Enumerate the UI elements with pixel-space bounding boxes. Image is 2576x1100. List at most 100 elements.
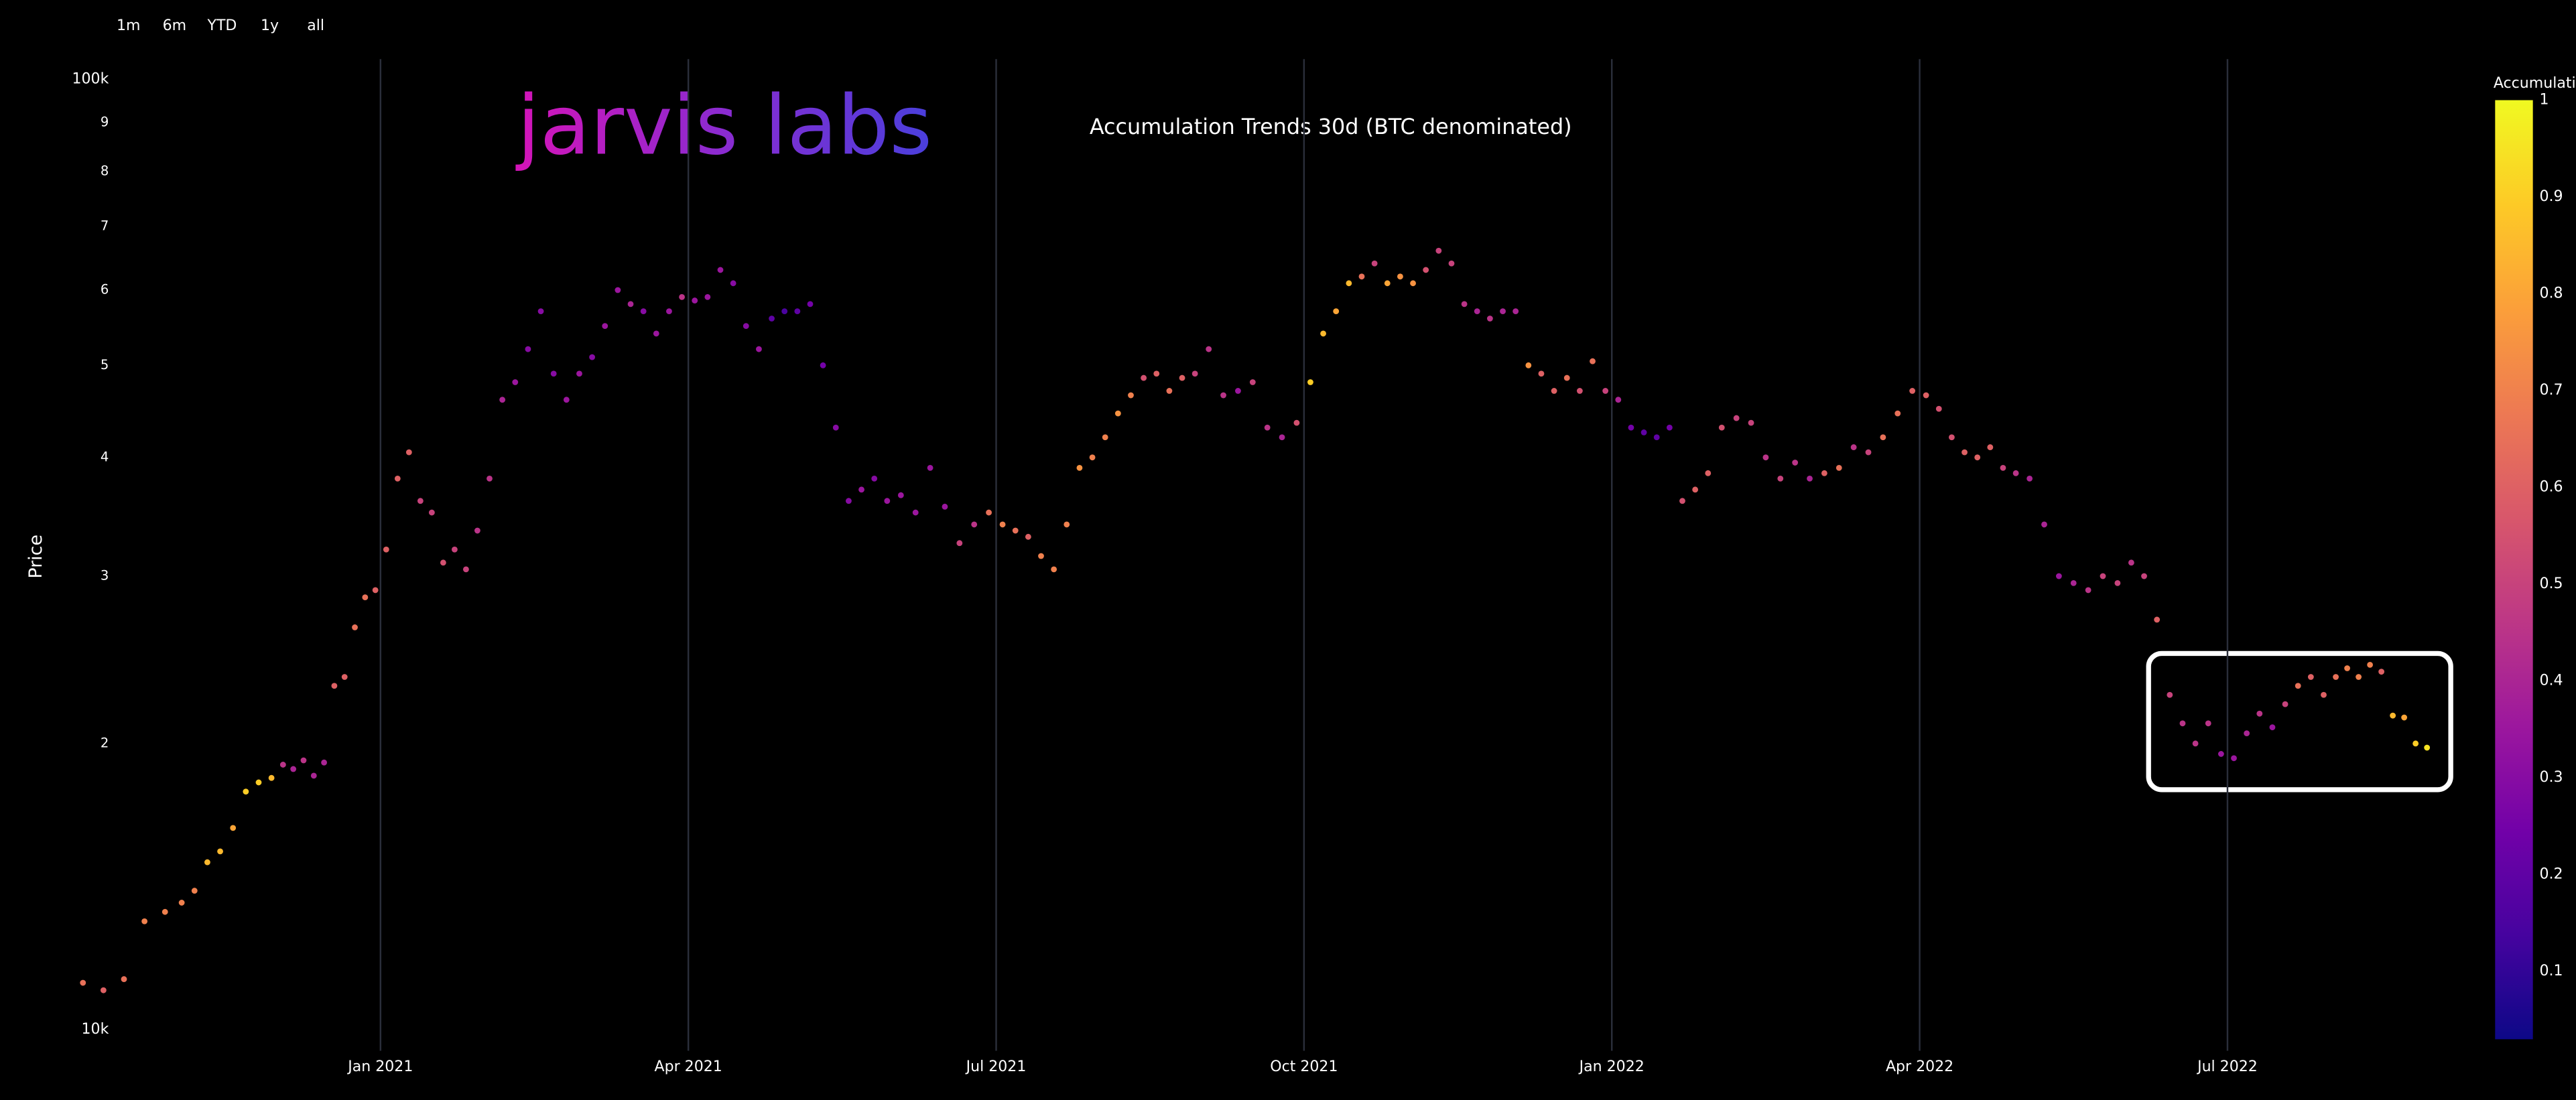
range-button[interactable]: 6m: [163, 17, 187, 34]
data-point: [2356, 674, 2362, 680]
range-button[interactable]: 1m: [117, 17, 141, 34]
data-point: [2424, 744, 2431, 751]
data-point: [666, 308, 672, 315]
data-point: [807, 301, 814, 307]
data-point: [602, 323, 608, 330]
data-point: [615, 287, 621, 293]
data-point: [2205, 720, 2211, 727]
data-point: [268, 774, 275, 781]
data-point: [1551, 388, 1557, 394]
data-point: [1448, 260, 1455, 267]
data-point: [1486, 316, 1493, 322]
data-point: [1025, 533, 1031, 540]
data-point: [1461, 301, 1468, 307]
data-point: [956, 540, 963, 547]
data-point: [1640, 429, 1647, 435]
data-point: [2282, 701, 2289, 707]
y-tick-label: 100k: [72, 70, 109, 87]
y-tick-label: 5: [101, 357, 109, 372]
data-point: [405, 449, 412, 456]
data-point: [2012, 470, 2019, 476]
data-point: [1279, 434, 1285, 441]
data-point: [1128, 392, 1134, 399]
data-point: [1987, 444, 1994, 450]
data-point: [217, 848, 223, 855]
data-point: [942, 503, 948, 510]
data-point: [451, 546, 458, 553]
range-button[interactable]: 1y: [261, 17, 279, 34]
chart-title: Accumulation Trends 30d (BTC denominated…: [1090, 114, 1572, 139]
data-point: [121, 976, 127, 982]
y-tick-label: 6: [101, 281, 109, 297]
data-point: [1435, 247, 1442, 254]
data-point: [362, 594, 369, 601]
data-point: [1089, 454, 1096, 461]
colorbar-tick-label: 0.1: [2539, 963, 2563, 979]
data-point: [1371, 260, 1378, 267]
data-point: [1705, 470, 1712, 476]
data-point: [730, 280, 736, 287]
data-point: [986, 509, 992, 516]
data-point: [1880, 434, 1886, 441]
data-point: [999, 521, 1006, 528]
data-point: [1961, 449, 1968, 456]
data-point: [100, 987, 107, 993]
data-point: [927, 464, 933, 471]
data-point: [2333, 674, 2339, 680]
data-point: [1615, 397, 1622, 403]
data-point: [1474, 308, 1480, 315]
data-point: [1762, 454, 1769, 461]
data-point: [537, 308, 544, 315]
data-point: [653, 330, 659, 337]
data-point: [80, 979, 86, 986]
data-point: [1865, 449, 1872, 456]
range-button[interactable]: YTD: [207, 17, 237, 34]
range-button[interactable]: all: [307, 17, 324, 34]
data-point: [1220, 392, 1226, 399]
data-point: [290, 766, 297, 772]
data-point: [912, 509, 919, 516]
data-point: [1153, 370, 1160, 377]
data-point: [2154, 616, 2161, 623]
data-point: [756, 346, 762, 352]
data-point: [383, 546, 389, 553]
data-point: [1679, 498, 1685, 504]
data-point: [1410, 280, 1416, 287]
data-point: [462, 566, 469, 573]
data-point: [1538, 370, 1545, 377]
y-tick-label: 2: [101, 735, 109, 750]
logo: jarvis labs: [515, 78, 933, 174]
y-tick-label: 7: [101, 218, 109, 234]
data-point: [352, 624, 358, 630]
data-point: [2179, 720, 2186, 727]
data-point: [1141, 374, 1147, 381]
data-point: [230, 825, 237, 831]
data-point: [2192, 740, 2199, 747]
data-point: [1935, 405, 1942, 412]
data-point: [1894, 410, 1901, 417]
data-point: [1114, 410, 1121, 417]
data-point: [2244, 730, 2250, 737]
data-point: [279, 762, 286, 768]
data-point: [627, 301, 634, 307]
data-point: [331, 683, 338, 689]
colorbar: [2495, 100, 2533, 1040]
data-point: [1384, 280, 1391, 287]
data-point: [2070, 579, 2077, 586]
data-point: [321, 759, 327, 766]
data-point: [2217, 751, 2224, 757]
data-point: [1576, 388, 1583, 394]
colorbar-tick-label: 0.4: [2539, 673, 2563, 689]
data-point: [2307, 674, 2314, 680]
data-point: [858, 486, 864, 493]
data-point: [1179, 374, 1185, 381]
x-tick-label: Apr 2022: [1886, 1058, 1953, 1075]
data-point: [178, 900, 185, 906]
data-point: [1038, 553, 1044, 559]
data-point: [1358, 273, 1365, 280]
colorbar-tick-label: 0.8: [2539, 285, 2563, 302]
data-point: [1249, 379, 1256, 385]
highlight-box: [2146, 650, 2453, 793]
data-point: [2367, 661, 2374, 668]
